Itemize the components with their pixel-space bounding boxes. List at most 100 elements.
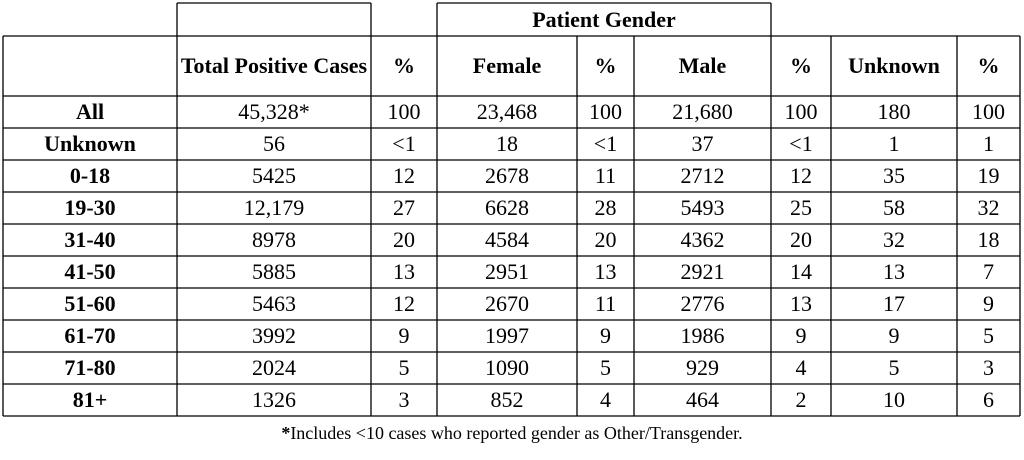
table-cell-unknown: 17 [883,291,905,316]
row-label: Unknown [44,131,136,156]
table-cell-female-pct: 5 [600,355,611,380]
table-cell-female: 23,468 [476,99,538,124]
table-cell-total-pct: 9 [398,323,410,348]
table-cell-male-pct: 14 [790,259,812,284]
table-cell-unknown-pct: 100 [972,99,1005,124]
table-cell-unknown-pct: 1 [983,131,994,156]
table-cell-unknown: 35 [883,163,905,188]
column-header-female: Female [472,53,542,78]
table-cell-total: 5425 [252,163,296,188]
table-cell-total: 1326 [252,387,296,412]
row-label: 31-40 [64,227,116,252]
footnote-text: Includes <10 cases who reported gender a… [290,423,743,443]
table-cell-unknown-pct: 9 [983,291,994,316]
column-header-female-pct: % [594,53,617,78]
table-cell-female-pct: <1 [593,131,618,156]
row-label: 19-30 [64,195,116,220]
table-cell-male: 21,680 [672,99,733,124]
table-cell-total: 3992 [252,323,296,348]
table-cell-female: 2670 [485,291,529,316]
table-cell-total-pct: 100 [387,99,421,124]
table-cell-total-pct: <1 [392,131,416,156]
table-cell-unknown-pct: 6 [983,387,994,412]
table-cell-female: 18 [496,131,518,156]
table-cell-female-pct: 20 [594,227,617,252]
row-label: 41-50 [64,259,116,284]
table-cell-total-pct: 12 [393,163,415,188]
table-cell-male: 2776 [680,291,725,316]
table-cell-male-pct: 13 [790,291,812,316]
table-cell-male: 5493 [680,195,725,220]
table-cell-total: 5885 [252,259,296,284]
table-cell-total-pct: 27 [393,195,415,220]
table-cell-female: 6628 [485,195,529,220]
table-cell-unknown-pct: 32 [977,195,1000,220]
table-cell-unknown: 180 [877,99,911,124]
table-cell-male-pct: 20 [790,227,812,252]
table-cell-unknown-pct: 3 [983,355,994,380]
table-cell-total: 5463 [252,291,296,316]
table-cell-male-pct: 9 [795,323,807,348]
table-cell-unknown: 13 [883,259,905,284]
row-label: 81+ [72,387,108,412]
table-cell-female-pct: 11 [594,291,617,316]
table-cell-male-pct: 100 [784,99,818,124]
table-cell-female-pct: 9 [600,323,611,348]
table-cell-male-pct: 4 [795,355,807,380]
table-cell-unknown-pct: 7 [983,259,994,284]
table-cell-female-pct: 100 [589,99,622,124]
table-cell-male: 464 [686,387,719,412]
footnote: *Includes <10 cases who reported gender … [0,423,1024,444]
group-header-patient-gender: Patient Gender [532,6,676,32]
row-label: 51-60 [64,291,116,316]
column-header-unknown: Unknown [848,53,940,78]
table-cell-unknown: 9 [888,323,900,348]
table-cell-male: 37 [691,131,714,156]
table-cell-unknown: 5 [888,355,900,380]
table-cell-male-pct: 2 [795,387,807,412]
table-cell-male: 2921 [680,259,725,284]
table-cell-male-pct: 25 [790,195,812,220]
table-cell-male: 1986 [680,323,725,348]
table-cell-male-pct: 12 [790,163,812,188]
table-cell-female-pct: 11 [594,163,617,188]
table-cell-unknown-pct: 5 [983,323,994,348]
column-header-total-pct: % [393,53,415,78]
table-cell-male-pct: <1 [789,131,813,156]
table-cell-female-pct: 13 [594,259,617,284]
table-cell-total-pct: 13 [393,259,415,284]
table-cell-female: 2951 [485,259,529,284]
table-cell-unknown-pct: 19 [977,163,1000,188]
table-cell-total: 2024 [252,355,296,380]
table-cell-unknown-pct: 18 [977,227,1000,252]
table-cell-unknown: 1 [888,131,900,156]
table-cell-unknown: 32 [883,227,905,252]
footnote-marker: * [281,423,291,443]
column-header-total-positive-cases: Total Positive Cases [180,53,368,78]
column-header-male-pct: % [790,53,812,78]
table-cell-female-pct: 28 [594,195,617,220]
table-cell-male: 4362 [680,227,725,252]
column-header-male: Male [678,53,727,78]
table-cell-male: 929 [686,355,719,380]
table-cell-total: 12,179 [243,195,305,220]
table-cell-total-pct: 12 [393,291,415,316]
column-header-unknown-pct: % [977,53,1000,78]
table-cell-female-pct: 4 [600,387,611,412]
table-cell-total-pct: 3 [398,387,410,412]
table-cell-female: 1090 [485,355,529,380]
row-label: 0-18 [69,163,111,188]
table-cell-unknown: 58 [883,195,905,220]
table-cell-total: 8978 [252,227,296,252]
table-cell-female: 4584 [485,227,529,252]
table-cell-female: 2678 [485,163,529,188]
row-label: All [75,99,105,124]
table-cell-unknown: 10 [883,387,905,412]
table-cell-total-pct: 20 [393,227,415,252]
row-label: 71-80 [64,355,116,380]
table-cell-female: 852 [490,387,524,412]
table-cell-total-pct: 5 [398,355,410,380]
table-cell-female: 1997 [485,323,529,348]
table-cell-total: 45,328* [238,99,310,124]
